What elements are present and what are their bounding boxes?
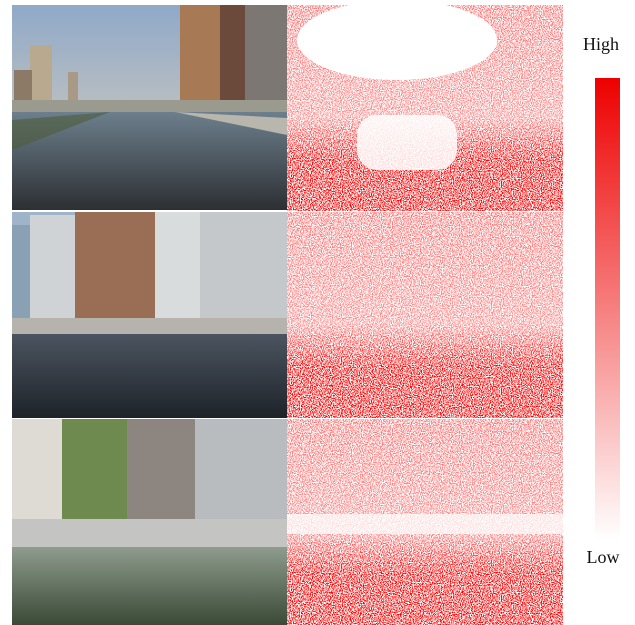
heatmap-3 bbox=[287, 419, 563, 625]
photo-3 bbox=[12, 419, 287, 625]
figure: High Low bbox=[0, 0, 635, 625]
heatmap-1 bbox=[287, 0, 563, 211]
colorbar-high-label: High bbox=[583, 34, 619, 54]
photo-2 bbox=[12, 212, 287, 418]
photo-1 bbox=[12, 5, 287, 210]
colorbar bbox=[595, 78, 620, 540]
heatmap-2 bbox=[287, 212, 563, 418]
colorbar-low-label: Low bbox=[587, 547, 620, 567]
